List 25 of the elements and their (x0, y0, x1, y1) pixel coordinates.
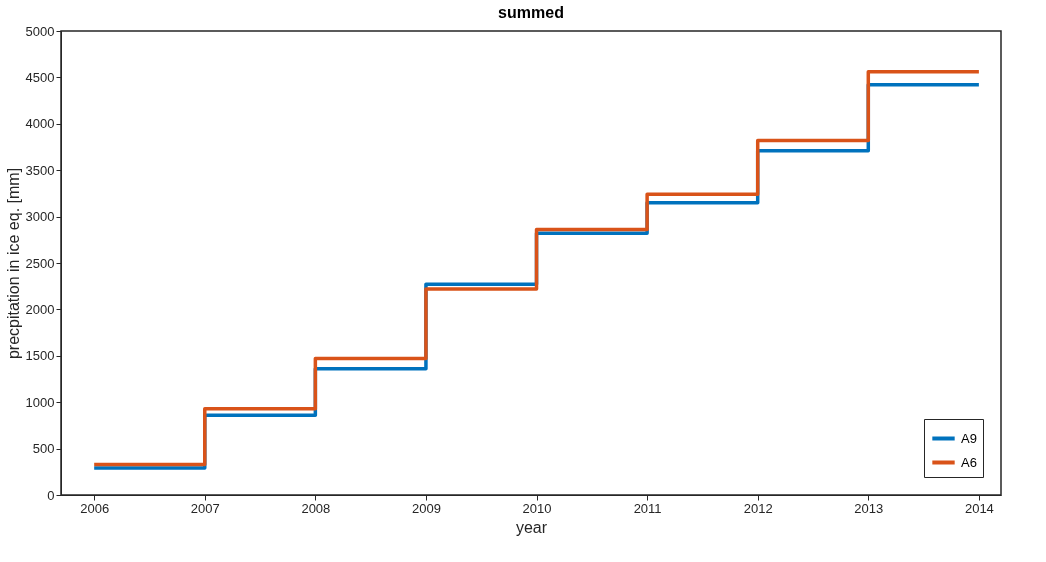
y-tick-label: 5000 (25, 23, 55, 39)
x-tick-label: 2013 (854, 500, 884, 516)
x-tick-label: 2008 (301, 500, 331, 516)
x-tick-label: 2011 (633, 500, 662, 516)
y-tick-label: 1000 (25, 394, 55, 410)
x-tick-label: 2014 (964, 500, 994, 516)
y-tick-label: 4000 (25, 116, 55, 132)
chart-title: summed (498, 4, 564, 21)
y-tick-label: 1500 (25, 348, 55, 364)
x-tick-label: 2009 (411, 500, 441, 516)
x-tick-label: 2012 (743, 500, 773, 516)
y-tick-label: 3000 (25, 209, 55, 225)
x-tick-label: 2007 (190, 500, 220, 516)
x-tick-label: 2006 (80, 500, 110, 516)
y-tick-label: 4500 (25, 69, 55, 85)
y-tick-label: 2500 (25, 255, 55, 271)
x-axis-title: year (515, 518, 548, 536)
y-axis-title: precpitation in ice eq. [mm] (4, 167, 22, 360)
legend-label: A6 (961, 454, 977, 470)
y-tick-label: 2000 (25, 301, 55, 317)
y-tick-label: 3500 (25, 162, 55, 178)
legend-label: A9 (961, 430, 977, 446)
y-tick-label: 0 (47, 487, 55, 503)
y-tick-label: 500 (32, 441, 55, 457)
x-tick-label: 2010 (522, 500, 552, 516)
